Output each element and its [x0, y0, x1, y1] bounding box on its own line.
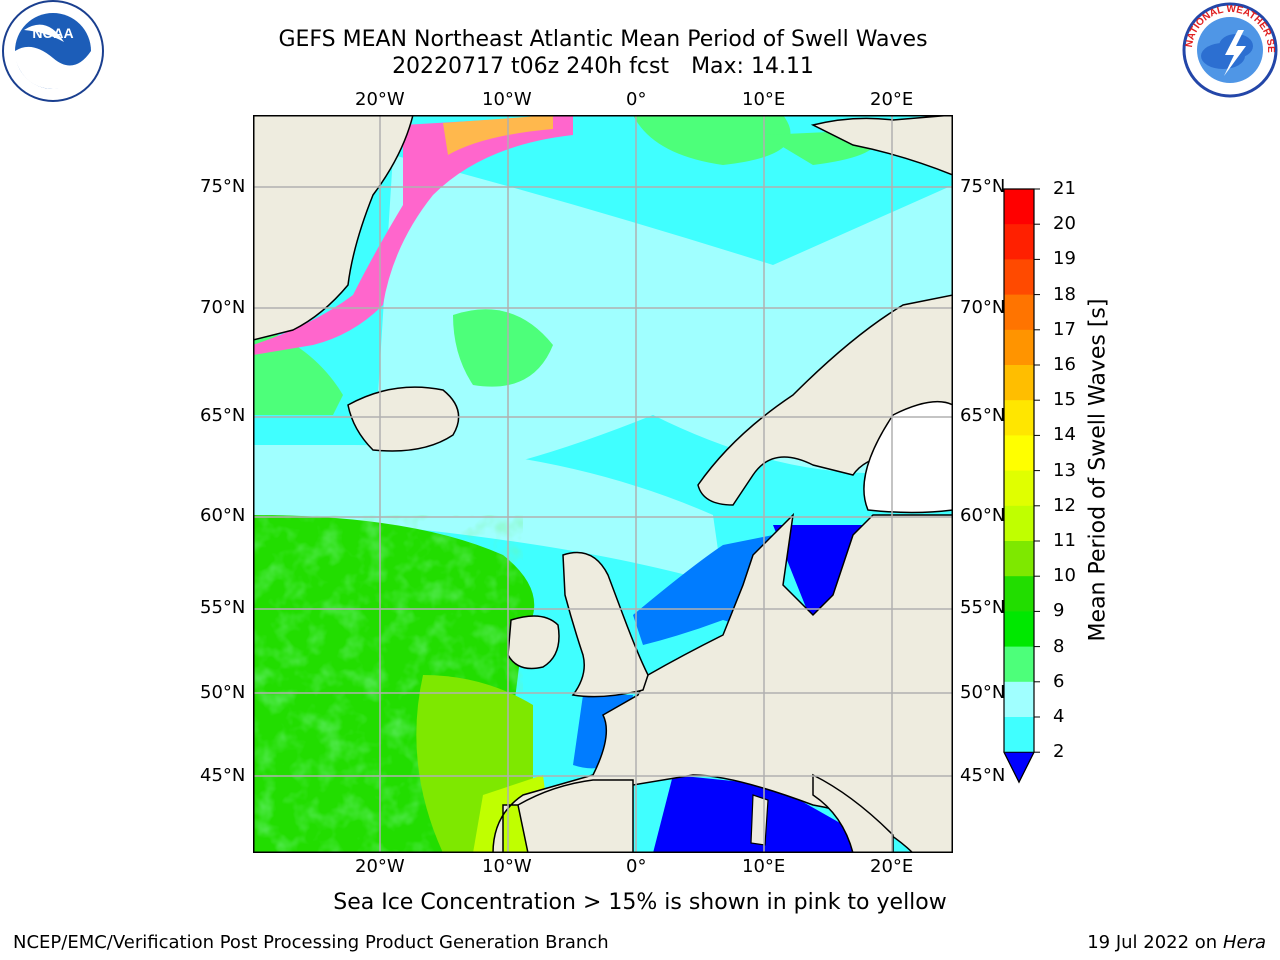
footer-date-text: 19 Jul 2022 on: [1087, 932, 1218, 953]
colorbar-outline: [1003, 188, 1035, 784]
colorbar-segment: [1004, 435, 1034, 472]
colorbar-segment: [1004, 224, 1034, 260]
colorbar-tick-label: 2: [1053, 741, 1065, 763]
sea-ice-band: [253, 115, 573, 355]
colorbar-tick-label: 13: [1053, 459, 1076, 481]
colorbar: [1003, 188, 1040, 784]
land-ireland: [507, 615, 560, 670]
colorbar-extend-arrow: [1003, 751, 1035, 784]
lat-tick-right: 45°N: [960, 765, 1006, 786]
lat-tick-left: 55°N: [200, 597, 246, 618]
chart-title: GEFS MEAN Northeast Atlantic Mean Period…: [278, 27, 928, 52]
land-sardinia: [750, 794, 769, 846]
max-value: Max: 14.11: [691, 54, 814, 79]
lon-tick-bottom: 10°W: [482, 856, 532, 877]
lat-tick-right: 50°N: [960, 682, 1006, 703]
lat-tick-left: 65°N: [200, 405, 246, 426]
map-panel: [253, 115, 953, 853]
lon-tick-bottom: 20°E: [870, 856, 914, 877]
colorbar-tick-label: 18: [1053, 283, 1076, 305]
colorbar-tick-label: 20: [1053, 213, 1076, 235]
chart-subtitle: 20220717 t06z 240h fcst Max: 14.11: [180, 54, 1026, 79]
graticule: [253, 115, 953, 853]
sea-ice-edge: [443, 115, 553, 155]
period-9-10s-patch-center: [453, 309, 553, 387]
colorbar-segment: [1004, 576, 1034, 612]
colorbar-tick-label: 16: [1053, 354, 1076, 375]
lon-tick-top: 10°W: [482, 89, 532, 110]
colorbar-tick-label: 12: [1053, 494, 1076, 516]
colorbar-tick-label: 4: [1053, 706, 1065, 727]
forecast-run: 20220717 t06z 240h fcst: [392, 54, 670, 79]
colorbar-segment: [1004, 611, 1034, 648]
lat-tick-right: 75°N: [960, 176, 1006, 197]
land-great-britain: [562, 551, 649, 698]
colorbar-segment: [1004, 541, 1034, 577]
land-iceland: [347, 386, 460, 452]
colorbar-segment: [1004, 400, 1034, 436]
lon-tick-top: 10°E: [742, 89, 786, 110]
colorbar-tick-label: 11: [1053, 530, 1076, 551]
colorbar-segment: [1004, 329, 1034, 366]
colorbar-segment: [1004, 646, 1034, 683]
lon-tick-bottom: 20°W: [355, 856, 405, 877]
colorbar-title: Mean Period of Swell Waves [s]: [1085, 298, 1111, 642]
lat-tick-right: 65°N: [960, 405, 1006, 426]
lat-tick-left: 45°N: [200, 765, 246, 786]
lon-tick-top: 20°W: [355, 89, 405, 110]
colorbar-segment: [1004, 470, 1034, 507]
lon-tick-top: 20°E: [870, 89, 914, 110]
noaa-logo: NOAA: [2, 0, 104, 102]
lat-tick-right: 60°N: [960, 505, 1006, 526]
colorbar-segment: [1004, 189, 1034, 225]
sea-ice-note: Sea Ice Concentration > 15% is shown in …: [333, 890, 947, 915]
colorbar-tick-label: 10: [1053, 565, 1076, 587]
colorbar-segment: [1004, 259, 1034, 296]
lon-tick-bottom: 0°: [626, 856, 647, 877]
lat-tick-left: 75°N: [200, 176, 246, 197]
lat-tick-left: 70°N: [200, 297, 246, 318]
colorbar-tick-label: 6: [1053, 670, 1065, 692]
colorbar-tick-label: 8: [1053, 635, 1065, 657]
land-italy: [812, 773, 894, 853]
lat-tick-left: 50°N: [200, 682, 246, 703]
colorbar-tick-label: 9: [1053, 600, 1065, 622]
land-greenland: [253, 115, 414, 341]
colorbar-segment: [1004, 294, 1034, 331]
gulf-of-bothnia: [863, 400, 953, 514]
lon-tick-top: 0°: [626, 89, 647, 110]
colorbar-tick-label: 21: [1053, 178, 1076, 199]
lon-tick-bottom: 10°E: [742, 856, 786, 877]
colorbar-tick-label: 15: [1053, 389, 1076, 411]
footer-date: 19 Jul 2022 on Hera: [1087, 932, 1266, 953]
period-9-10s-patch-north: [633, 115, 791, 165]
colorbar-tick-label: 19: [1053, 248, 1076, 270]
lat-tick-left: 60°N: [200, 505, 246, 526]
colorbar-segment: [1004, 717, 1034, 753]
colorbar-segment: [1004, 365, 1034, 401]
colorbar-segment: [1004, 681, 1034, 718]
swell-period-map: [253, 115, 953, 853]
svg-text:NOAA: NOAA: [32, 25, 73, 41]
land-iberia: [517, 779, 634, 853]
land-europe: [492, 294, 953, 853]
footer-credit: NCEP/EMC/Verification Post Processing Pr…: [13, 932, 609, 953]
colorbar-tick-label: 14: [1053, 424, 1076, 446]
nws-logo: NATIONAL WEATHER SERVICE: [1176, 0, 1280, 100]
colorbar-tick-label: 17: [1053, 318, 1076, 340]
colorbar-segment: [1004, 505, 1034, 542]
mediterranean-short-period: [653, 775, 893, 853]
map-border: [253, 115, 953, 853]
lat-tick-right: 70°N: [960, 297, 1006, 318]
lat-tick-right: 55°N: [960, 597, 1006, 618]
footer-host: Hera: [1222, 932, 1266, 953]
land-svalbard: [810, 115, 953, 176]
